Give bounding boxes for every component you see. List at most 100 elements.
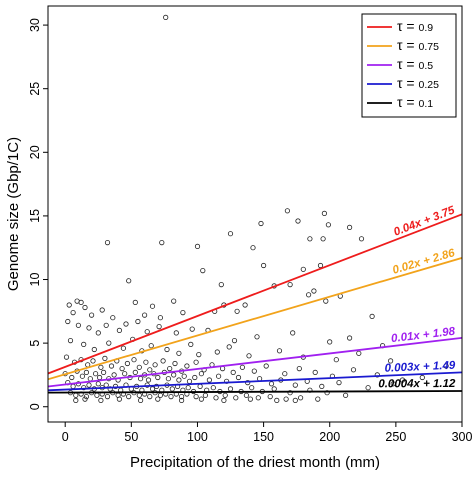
data-point — [282, 371, 288, 377]
quantile-lines — [48, 213, 462, 394]
data-point — [419, 374, 425, 381]
data-point — [233, 395, 239, 401]
data-point — [251, 368, 257, 374]
quantile-line-tau-0.9 — [48, 213, 462, 375]
data-point — [327, 339, 333, 345]
data-point — [315, 396, 321, 402]
data-point — [101, 369, 107, 375]
data-point — [168, 393, 174, 400]
data-point — [164, 346, 170, 353]
data-point — [181, 373, 187, 379]
y-axis-label: Genome size (Gbp/1C) — [5, 137, 22, 291]
x-tick-label: 100 — [187, 430, 208, 444]
data-point — [243, 392, 249, 398]
data-point — [136, 364, 142, 370]
data-point — [250, 245, 256, 251]
data-point — [297, 395, 304, 401]
data-point — [159, 240, 165, 246]
data-point — [399, 377, 406, 383]
data-point — [157, 392, 163, 398]
data-point — [81, 385, 87, 391]
data-point — [65, 318, 71, 325]
data-point — [227, 231, 234, 237]
data-point — [358, 236, 365, 242]
data-point — [346, 224, 353, 230]
x-tick-label: 200 — [319, 430, 340, 444]
data-point — [312, 369, 318, 375]
data-point — [222, 392, 228, 398]
data-point — [66, 302, 72, 308]
data-point — [157, 315, 163, 321]
data-point — [123, 321, 129, 327]
data-point — [75, 322, 82, 328]
data-point — [221, 397, 227, 403]
y-axis: 0 5 10 15 20 25 30 — [28, 18, 48, 410]
x-tick-label: 300 — [452, 430, 473, 444]
data-point — [167, 365, 173, 372]
data-point — [78, 299, 84, 305]
data-point — [82, 396, 88, 402]
data-point — [230, 369, 236, 375]
data-point — [132, 299, 138, 305]
data-point — [317, 262, 324, 269]
legend-label: τ = 0.1 — [397, 94, 433, 110]
data-point — [234, 308, 240, 314]
data-point — [336, 379, 342, 386]
data-point — [292, 382, 298, 388]
data-point — [73, 397, 79, 403]
data-point — [185, 385, 191, 391]
legend-label: τ = 0.25 — [397, 75, 439, 91]
data-point — [145, 377, 152, 383]
data-point — [111, 372, 117, 378]
data-point — [247, 396, 253, 402]
data-point — [274, 397, 280, 403]
data-point — [126, 278, 132, 284]
data-point — [260, 262, 267, 269]
y-tick-label: 10 — [28, 273, 42, 287]
data-point — [202, 392, 208, 398]
data-point — [213, 395, 219, 401]
data-point — [193, 393, 199, 400]
data-point — [198, 396, 204, 402]
data-point — [319, 383, 325, 389]
data-point — [242, 302, 248, 308]
quantile-line-tau-0.1 — [48, 390, 462, 394]
data-point — [210, 385, 216, 391]
data-point — [160, 358, 166, 364]
data-point — [86, 382, 92, 388]
data-point — [350, 367, 357, 373]
data-point — [214, 349, 220, 355]
data-point — [374, 372, 380, 378]
data-point — [147, 393, 153, 400]
data-point — [148, 343, 154, 349]
data-point — [290, 330, 296, 336]
data-point — [276, 348, 283, 354]
data-point — [249, 385, 255, 391]
data-point — [305, 292, 312, 298]
data-point — [300, 266, 306, 272]
data-point — [206, 377, 212, 383]
data-point — [224, 378, 230, 384]
data-point — [246, 353, 252, 359]
data-point — [196, 351, 202, 358]
data-point — [144, 329, 150, 335]
data-point — [176, 350, 182, 356]
data-point — [263, 363, 269, 369]
data-point — [116, 327, 123, 333]
data-point — [90, 358, 96, 364]
data-point — [216, 373, 222, 379]
data-point — [149, 303, 156, 309]
data-point — [387, 358, 394, 364]
data-point — [149, 386, 156, 392]
data-point — [443, 363, 449, 369]
data-point — [83, 369, 90, 375]
data-point — [198, 371, 204, 377]
legend: τ = 0.9 τ = 0.75 τ = 0.5 τ = 0.25 τ = 0.1 — [361, 13, 457, 118]
data-point — [333, 357, 339, 363]
data-point — [324, 390, 330, 396]
data-point — [287, 281, 293, 288]
data-point — [268, 381, 275, 387]
data-point — [179, 397, 185, 403]
data-point — [179, 393, 185, 400]
x-axis-label: Precipitation of the driest month (mm) — [130, 454, 380, 471]
